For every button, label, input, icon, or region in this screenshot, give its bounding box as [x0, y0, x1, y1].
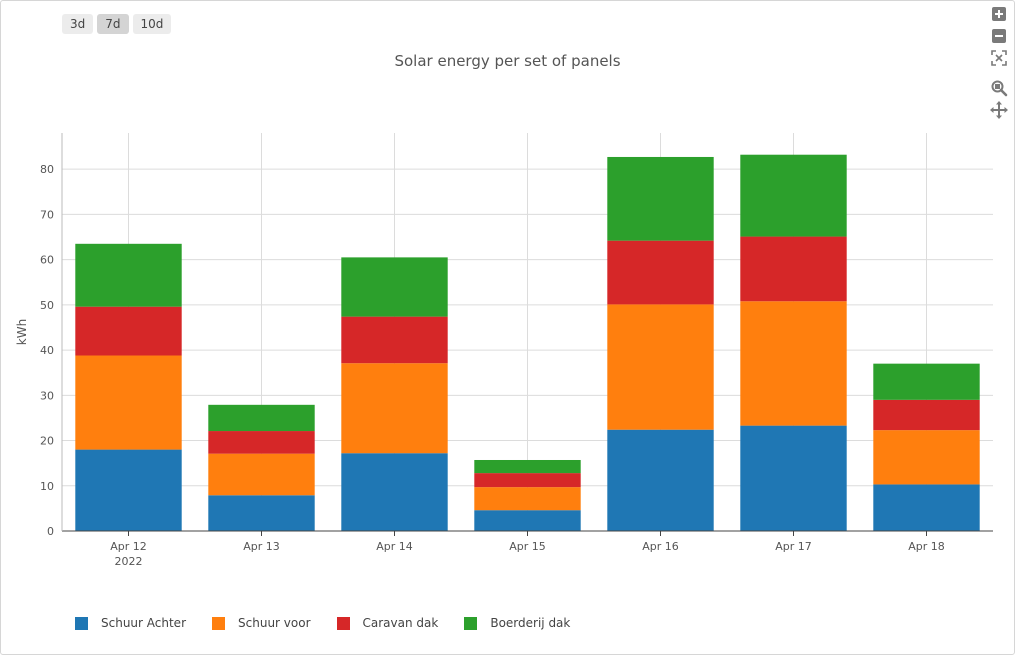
y-tick-label: 60 — [40, 254, 54, 267]
chart-legend: Schuur Achter Schuur voor Caravan dak Boerd… — [75, 616, 596, 630]
range-7d-button[interactable]: 7d — [97, 14, 129, 34]
bar-segment[interactable] — [607, 429, 714, 531]
bar-segment[interactable] — [740, 154, 847, 237]
range-3d-button[interactable]: 3d — [62, 14, 94, 34]
y-tick-label: 80 — [40, 163, 54, 176]
pan-icon[interactable] — [990, 101, 1008, 119]
range-10d-button[interactable]: 10d — [132, 14, 172, 34]
legend-swatch — [336, 616, 350, 630]
x-tick-label: Apr 14 — [376, 540, 413, 553]
legend-item[interactable]: Schuur Achter — [75, 616, 186, 630]
y-tick-label: 50 — [40, 299, 54, 312]
bar-segment[interactable] — [208, 453, 315, 496]
bar-segment[interactable] — [607, 240, 714, 305]
bar-segment[interactable] — [75, 355, 182, 450]
y-tick-label: 70 — [40, 208, 54, 221]
legend-item[interactable]: Caravan dak — [336, 616, 439, 630]
y-tick-label: 30 — [40, 389, 54, 402]
legend-swatch — [464, 616, 478, 630]
bar-segment[interactable] — [740, 301, 847, 426]
legend-label: Schuur voor — [238, 616, 311, 630]
bar-segment[interactable] — [75, 243, 182, 307]
bar-segment[interactable] — [341, 453, 448, 531]
bar-segment[interactable] — [873, 363, 980, 400]
legend-swatch — [212, 616, 226, 630]
legend-label: Boerderij dak — [490, 616, 571, 630]
y-tick-label: 20 — [40, 435, 54, 448]
bar-segment[interactable] — [208, 431, 315, 454]
bar-segment[interactable] — [208, 404, 315, 432]
chart-title: Solar energy per set of panels — [394, 52, 621, 70]
legend-item[interactable]: Schuur voor — [212, 616, 311, 630]
x-tick-label: Apr 18 — [908, 540, 945, 553]
zoom-icon[interactable] — [990, 79, 1008, 97]
bar-segment[interactable] — [75, 449, 182, 531]
x-tick-label: Apr 16 — [642, 540, 679, 553]
bar-segment[interactable] — [607, 304, 714, 430]
legend-label: Schuur Achter — [101, 616, 187, 630]
y-axis-title: kWh — [15, 319, 29, 345]
x-tick-label: Apr 12 — [110, 540, 147, 553]
bar-segment[interactable] — [341, 316, 448, 364]
x-tick-sublabel: 2022 — [115, 555, 143, 568]
x-tick-label: Apr 17 — [775, 540, 812, 553]
bar-segment[interactable] — [474, 459, 581, 474]
y-tick-label: 0 — [47, 525, 54, 538]
bar-segment[interactable] — [873, 430, 980, 485]
bar-segment[interactable] — [607, 156, 714, 241]
bar-segment[interactable] — [740, 425, 847, 531]
bar-segment[interactable] — [75, 306, 182, 356]
bar-segment[interactable] — [474, 510, 581, 531]
bar-segment[interactable] — [208, 495, 315, 531]
bar-segment[interactable] — [341, 257, 448, 317]
y-tick-label: 10 — [40, 480, 54, 493]
bar-segment[interactable] — [873, 399, 980, 431]
range-selector: 3d 7d 10d — [62, 14, 172, 34]
legend-label: Caravan dak — [362, 616, 439, 630]
bar-segment[interactable] — [740, 236, 847, 302]
legend-item[interactable]: Boerderij dak — [464, 616, 570, 630]
bar-segment[interactable] — [873, 484, 980, 531]
bar-segment[interactable] — [474, 473, 581, 488]
x-tick-label: Apr 15 — [509, 540, 546, 553]
y-tick-label: 40 — [40, 344, 54, 357]
zoom-out-icon[interactable] — [990, 27, 1008, 45]
autoscale-icon[interactable] — [990, 49, 1008, 67]
x-tick-label: Apr 13 — [243, 540, 280, 553]
legend-swatch — [75, 616, 88, 630]
bar-segment[interactable] — [474, 487, 581, 511]
zoom-in-icon[interactable] — [990, 5, 1008, 23]
bar-segment[interactable] — [341, 363, 448, 454]
